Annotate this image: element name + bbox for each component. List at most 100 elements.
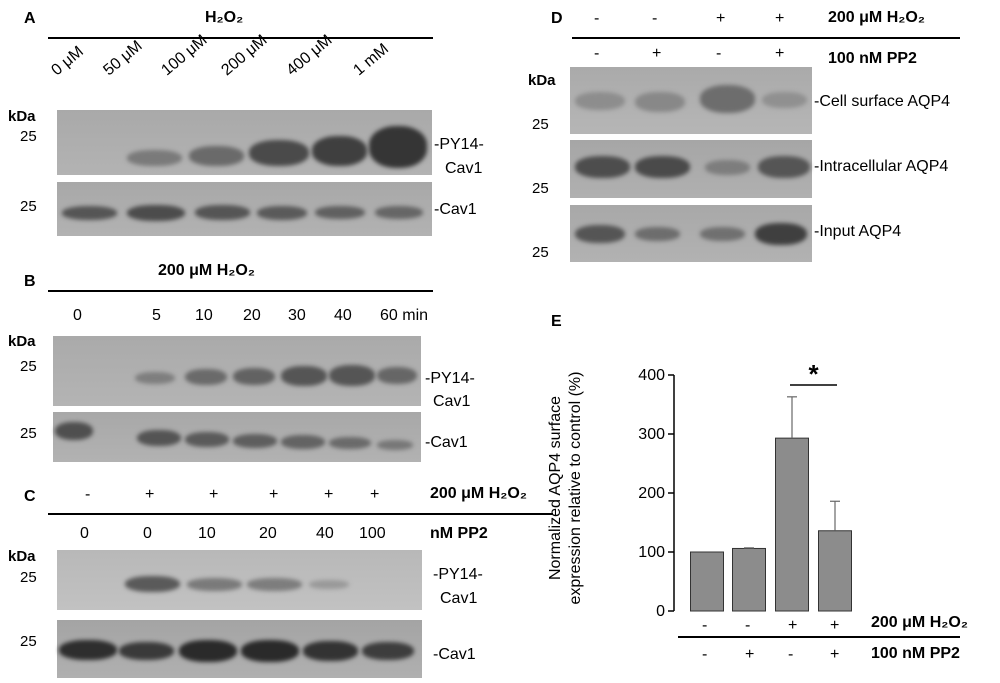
panel-d-h2o2-sign: + — [775, 10, 785, 27]
panel-d-h2o2-sign: - — [594, 10, 600, 27]
band — [758, 156, 810, 178]
panel-d-blot2-label: -Intracellular AQP4 — [814, 158, 949, 175]
band — [375, 206, 423, 219]
panel-d-h2o2-sign: - — [652, 10, 658, 27]
panel-c-pp2-dose: 0 — [143, 525, 152, 542]
panel-a-letter: A — [24, 10, 36, 27]
band — [185, 369, 227, 385]
panel-d-blot-cell-surface-aqp4 — [570, 67, 812, 134]
panel-c-kda-label: kDa — [8, 548, 36, 565]
panel-b-blot-cav1 — [53, 412, 421, 462]
panel-b-lane-label: 5 — [152, 307, 161, 324]
band — [575, 92, 625, 110]
panel-c-h2o2-sign: + — [269, 486, 279, 503]
panel-c-h2o2-sign: + — [145, 486, 155, 503]
panel-a-blot1-label: -PY14- — [434, 136, 484, 153]
panel-c-pp2-dose: 40 — [316, 525, 334, 542]
band — [249, 140, 309, 166]
panel-c-blot2-label: -Cav1 — [433, 646, 476, 663]
panel-a-mw-marker: 25 — [20, 198, 37, 215]
band — [700, 227, 745, 241]
band — [241, 640, 299, 662]
band — [635, 92, 685, 112]
panel-e-letter: E — [551, 313, 562, 330]
panel-b-header-rule — [48, 290, 433, 292]
panel-c-h2o2-label: 200 μM H₂O₂ — [430, 485, 527, 502]
bar — [690, 551, 724, 612]
band — [635, 156, 690, 178]
panel-c-header-rule — [48, 513, 553, 515]
panel-c-mw-marker: 25 — [20, 569, 37, 586]
band — [62, 206, 117, 220]
panel-c-mw-marker: 25 — [20, 633, 37, 650]
panel-d-letter: D — [551, 10, 563, 27]
band — [185, 432, 229, 447]
panel-d-mw-marker: 25 — [532, 180, 549, 197]
band — [329, 437, 371, 449]
panel-a-blot2-label: -Cav1 — [434, 201, 477, 218]
band — [257, 206, 307, 220]
chart-h2o2-sign: - — [745, 617, 751, 634]
band — [187, 578, 242, 591]
panel-a-blot-pY14-cav1 — [57, 110, 432, 175]
band — [377, 440, 413, 450]
chart-h2o2-label: 200 μM H₂O₂ — [871, 614, 968, 631]
panel-b-lane-label: 60 min — [380, 307, 429, 324]
chart-legend-rule — [678, 636, 960, 638]
band — [189, 146, 244, 166]
panel-b-lane-label: 20 — [243, 307, 261, 324]
panel-b-lane-label: 40 — [334, 307, 352, 324]
band — [281, 366, 327, 386]
significance-asterisk: * — [808, 359, 819, 389]
panel-d-header-rule — [572, 37, 960, 39]
chart-h2o2-sign: - — [702, 617, 708, 634]
panel-a-header-rule — [48, 37, 433, 39]
panel-c-blot-pY14-cav1 — [57, 550, 422, 610]
band — [59, 640, 117, 660]
band — [312, 136, 367, 166]
band — [281, 435, 325, 449]
chart-h2o2-sign: + — [788, 617, 798, 634]
band — [125, 576, 180, 592]
panel-b-blot2-label: -Cav1 — [425, 434, 468, 451]
panel-a-kda-label: kDa — [8, 108, 36, 125]
panel-d-pp2-sign: + — [775, 45, 785, 62]
panel-d-pp2-sign: - — [716, 45, 722, 62]
band — [329, 365, 375, 386]
panel-d-pp2-sign: - — [594, 45, 600, 62]
bar — [732, 547, 766, 612]
band — [137, 430, 181, 446]
band — [575, 156, 630, 178]
panel-c-blot1-label-line2: Cav1 — [440, 590, 478, 607]
panel-a-blot1-label-line2: Cav1 — [445, 160, 483, 177]
panel-d-mw-marker: 25 — [532, 116, 549, 133]
band — [233, 368, 275, 385]
band — [233, 434, 277, 448]
panel-d-h2o2-label: 200 μM H₂O₂ — [828, 9, 925, 26]
panel-c-pp2-dose: 100 — [359, 525, 386, 542]
band — [247, 578, 302, 591]
panel-c-letter: C — [24, 488, 36, 505]
panel-c-pp2-label: nM PP2 — [430, 525, 488, 542]
panel-b-kda-label: kDa — [8, 333, 36, 350]
band — [700, 85, 755, 113]
panel-c-h2o2-sign: + — [370, 486, 380, 503]
panel-d-pp2-sign: + — [652, 45, 662, 62]
panel-b-lane-label: 30 — [288, 307, 306, 324]
band — [119, 642, 174, 660]
panel-c-pp2-dose: 0 — [80, 525, 89, 542]
panel-c-blot-cav1 — [57, 620, 422, 678]
band — [303, 641, 358, 661]
y-tick-label: 400 — [638, 367, 665, 384]
panel-b-lane-label: 0 — [73, 307, 82, 324]
panel-b-mw-marker: 25 — [20, 425, 37, 442]
y-tick-label: 100 — [638, 544, 665, 561]
chart-pp2-sign: - — [788, 646, 794, 663]
band — [705, 160, 750, 175]
y-tick-label: 200 — [638, 485, 665, 502]
panel-c-pp2-dose: 20 — [259, 525, 277, 542]
panel-d-blot1-label: -Cell surface AQP4 — [814, 93, 951, 110]
panel-c-h2o2-sign: - — [85, 486, 91, 503]
panel-a-treatment-header: H₂O₂ — [205, 9, 244, 26]
